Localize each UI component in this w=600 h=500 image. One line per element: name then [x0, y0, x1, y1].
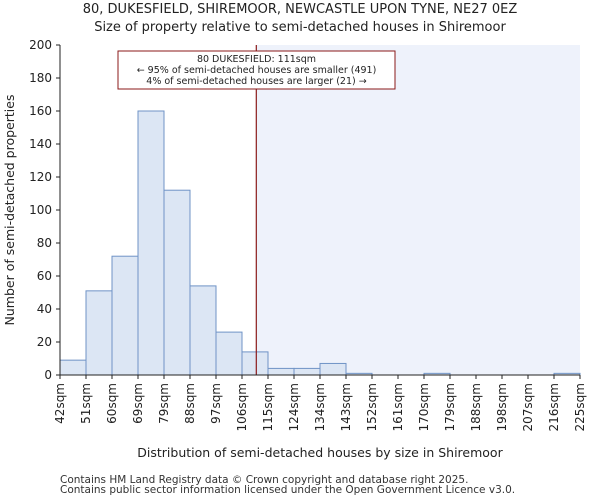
x-tick-label: 207sqm — [521, 383, 535, 431]
x-tick-label: 79sqm — [157, 383, 171, 424]
x-axis-label: Distribution of semi-detached houses by … — [137, 445, 503, 460]
histogram-bar — [241, 351, 269, 376]
histogram-bar — [85, 290, 113, 376]
x-tick-label: 216sqm — [547, 383, 561, 431]
x-tick-label: 69sqm — [131, 383, 145, 424]
x-tick-label: 170sqm — [417, 383, 431, 431]
footer-copyright: Contains HM Land Registry data © Crown c… — [60, 474, 469, 486]
x-tick-label: 88sqm — [183, 383, 197, 424]
y-tick-label: 180 — [29, 71, 52, 85]
histogram-bar — [111, 255, 139, 376]
y-tick-label: 160 — [29, 104, 52, 118]
x-tick-label: 152sqm — [365, 383, 379, 431]
histogram-bar — [137, 110, 165, 376]
annotation-line-2: ← 95% of semi-detached houses are smalle… — [137, 65, 377, 76]
annotation-box — [117, 50, 396, 90]
larger-region-highlight — [256, 45, 580, 375]
chart-title-address: 80, DUKESFIELD, SHIREMOOR, NEWCASTLE UPO… — [82, 2, 518, 17]
x-tick-label: 115sqm — [261, 383, 275, 431]
y-tick-label: 200 — [29, 38, 52, 52]
histogram-bar — [319, 362, 347, 376]
x-tick-label: 161sqm — [391, 383, 405, 431]
x-tick-label: 60sqm — [105, 383, 119, 424]
y-tick-label: 0 — [44, 368, 52, 382]
x-tick-label: 134sqm — [313, 383, 327, 431]
x-tick-label: 97sqm — [209, 383, 223, 424]
histogram-bar — [215, 331, 243, 376]
x-tick-label: 143sqm — [339, 383, 353, 431]
histogram-bar — [189, 285, 217, 376]
y-tick-label: 80 — [37, 236, 52, 250]
x-tick-label: 188sqm — [469, 383, 483, 431]
annotation-line-3: 4% of semi-detached houses are larger (2… — [146, 76, 366, 87]
y-tick-label: 140 — [29, 137, 52, 151]
histogram-bar — [293, 367, 321, 376]
y-tick-label: 100 — [29, 203, 52, 217]
histogram-bar — [59, 359, 87, 376]
y-axis-label: Number of semi-detached properties — [2, 95, 17, 326]
x-tick-label: 51sqm — [79, 383, 93, 424]
x-tick-label: 106sqm — [235, 383, 249, 431]
histogram-bar — [163, 189, 191, 376]
x-tick-label: 225sqm — [573, 383, 587, 431]
annotation-line-1: 80 DUKESFIELD: 111sqm — [197, 54, 316, 65]
y-tick-label: 20 — [37, 335, 52, 349]
x-tick-label: 179sqm — [443, 383, 457, 431]
x-tick-label: 198sqm — [495, 383, 509, 431]
x-tick-label: 124sqm — [287, 383, 301, 431]
x-tick-label: 42sqm — [53, 383, 67, 424]
footer-licence: Contains public sector information licen… — [60, 484, 516, 496]
chart-subtitle: Size of property relative to semi-detach… — [94, 20, 506, 35]
histogram-bar — [267, 367, 295, 376]
y-tick-label: 40 — [37, 302, 52, 316]
y-tick-label: 120 — [29, 170, 52, 184]
y-tick-label: 60 — [37, 269, 52, 283]
